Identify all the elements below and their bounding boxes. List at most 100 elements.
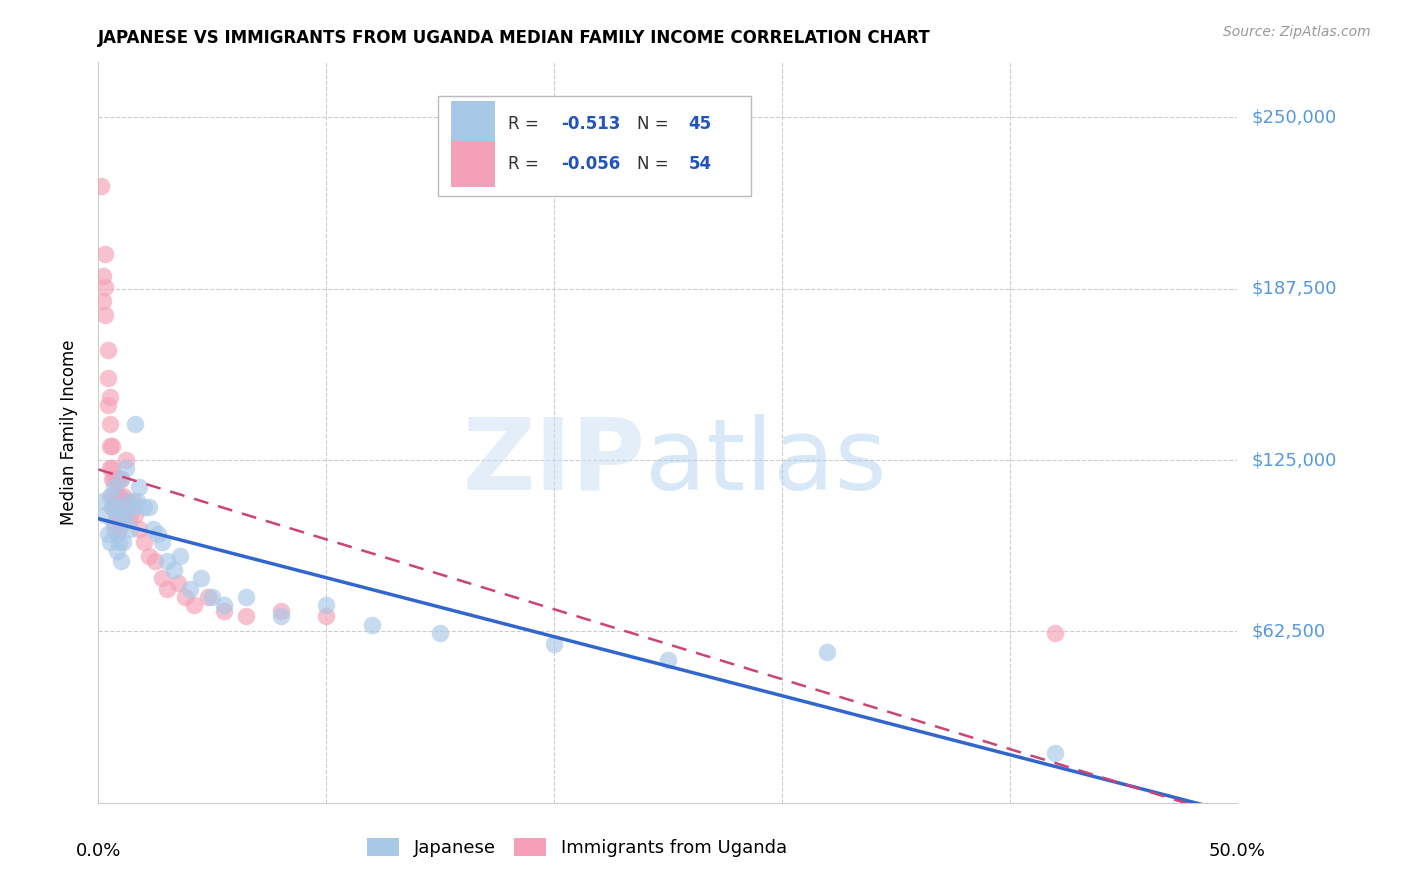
Point <box>112 508 135 522</box>
Point <box>124 417 146 432</box>
Point <box>114 461 136 475</box>
Point <box>212 604 235 618</box>
Point <box>117 494 139 508</box>
Point <box>98 535 121 549</box>
Point <box>101 439 124 453</box>
Point <box>120 508 142 522</box>
Point <box>101 489 124 503</box>
Text: $125,000: $125,000 <box>1251 451 1337 469</box>
Point <box>429 625 451 640</box>
Point <box>138 500 160 514</box>
Point <box>110 472 132 486</box>
Text: $187,500: $187,500 <box>1251 280 1337 298</box>
Point <box>110 554 132 568</box>
Point <box>105 489 128 503</box>
Point <box>169 549 191 563</box>
Point <box>105 508 128 522</box>
Point <box>96 527 118 541</box>
Text: JAPANESE VS IMMIGRANTS FROM UGANDA MEDIAN FAMILY INCOME CORRELATION CHART: JAPANESE VS IMMIGRANTS FROM UGANDA MEDIA… <box>98 29 931 47</box>
Point <box>315 599 337 613</box>
Point <box>132 500 155 514</box>
Point <box>112 535 135 549</box>
Point <box>98 439 121 453</box>
Point <box>101 472 124 486</box>
Point <box>98 390 121 404</box>
Point <box>96 371 118 385</box>
Text: 45: 45 <box>689 114 711 133</box>
FancyBboxPatch shape <box>437 95 751 195</box>
Point <box>146 527 169 541</box>
Point <box>270 609 292 624</box>
Point <box>96 343 118 358</box>
Text: R =: R = <box>509 114 544 133</box>
Point <box>815 645 838 659</box>
Point <box>105 543 128 558</box>
Point <box>91 293 114 308</box>
Bar <box>451 141 495 186</box>
Point <box>108 535 131 549</box>
Text: N =: N = <box>637 114 673 133</box>
Point <box>103 522 125 536</box>
Point <box>91 494 114 508</box>
Point <box>150 571 173 585</box>
Point <box>127 494 149 508</box>
Point <box>105 508 128 522</box>
Point <box>121 494 143 508</box>
Point <box>657 653 679 667</box>
Point <box>235 609 257 624</box>
Point <box>110 472 132 486</box>
Point <box>108 508 131 522</box>
Point <box>1043 747 1066 761</box>
Point <box>156 582 179 596</box>
Point <box>183 599 205 613</box>
Point <box>110 494 132 508</box>
Point <box>142 522 165 536</box>
Point <box>162 563 184 577</box>
Point <box>114 494 136 508</box>
Point <box>103 500 125 514</box>
Point <box>103 480 125 494</box>
Point <box>212 599 235 613</box>
Point <box>1043 625 1066 640</box>
Text: 0.0%: 0.0% <box>76 842 121 860</box>
Point <box>105 527 128 541</box>
Point <box>315 609 337 624</box>
Point <box>138 549 160 563</box>
Point <box>108 489 131 503</box>
Text: -0.513: -0.513 <box>561 114 620 133</box>
Point <box>235 590 257 604</box>
Point <box>145 554 167 568</box>
Point <box>128 480 150 494</box>
Point <box>101 500 124 514</box>
Point <box>167 576 190 591</box>
Point <box>112 489 135 503</box>
Point <box>120 522 142 536</box>
Point <box>94 508 117 522</box>
Point <box>190 571 212 585</box>
Point <box>117 500 139 514</box>
Point <box>98 461 121 475</box>
Text: 54: 54 <box>689 155 711 173</box>
Point <box>150 535 173 549</box>
Point <box>108 500 131 514</box>
Point <box>98 417 121 432</box>
Point <box>108 522 131 536</box>
Text: N =: N = <box>637 155 673 173</box>
Text: $62,500: $62,500 <box>1251 623 1326 640</box>
Bar <box>451 101 495 146</box>
Point <box>197 590 219 604</box>
Point <box>112 516 135 530</box>
Point <box>121 500 143 514</box>
Point <box>360 617 382 632</box>
Point <box>174 590 197 604</box>
Point <box>105 472 128 486</box>
Point <box>94 308 117 322</box>
Point <box>543 637 565 651</box>
Point <box>201 590 224 604</box>
Point <box>98 489 121 503</box>
Text: -0.056: -0.056 <box>561 155 620 173</box>
Point <box>91 269 114 284</box>
Point <box>103 472 125 486</box>
Text: 50.0%: 50.0% <box>1209 842 1265 860</box>
Text: atlas: atlas <box>645 414 887 511</box>
